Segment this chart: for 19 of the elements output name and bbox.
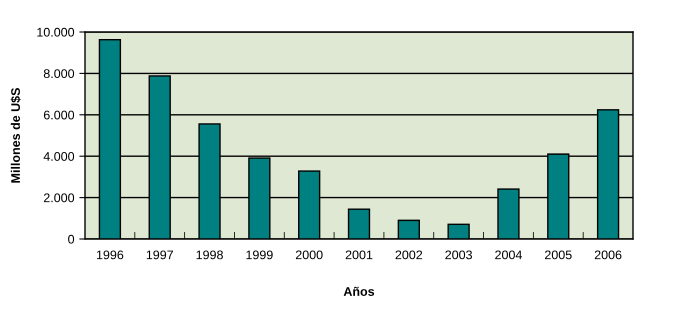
y-axis-title: Millones de U$S xyxy=(10,88,21,183)
x-tick-label: 2004 xyxy=(495,250,522,260)
y-tick-label: 6.000 xyxy=(44,110,74,120)
x-axis-title: Años xyxy=(344,286,374,296)
x-tick-label: 1998 xyxy=(196,250,223,260)
x-tick-label: 2001 xyxy=(346,250,372,260)
x-tick-label: 2006 xyxy=(594,250,622,260)
x-tick-label: 1996 xyxy=(96,250,124,260)
y-tick-label: 0 xyxy=(68,234,74,244)
x-tick-label: 2005 xyxy=(545,250,572,260)
x-tick-label: 1997 xyxy=(146,250,174,260)
y-tick-label: 2.000 xyxy=(44,193,74,202)
y-tick-label: 8.000 xyxy=(44,69,74,78)
x-tick-label: 2003 xyxy=(445,250,472,260)
y-tick-label: 4.000 xyxy=(44,152,74,161)
x-tick-label: 2002 xyxy=(396,250,422,260)
x-tick-label: 1999 xyxy=(246,250,273,260)
x-tick-label: 2000 xyxy=(296,250,323,260)
y-tick-label: 10.000 xyxy=(37,28,74,37)
